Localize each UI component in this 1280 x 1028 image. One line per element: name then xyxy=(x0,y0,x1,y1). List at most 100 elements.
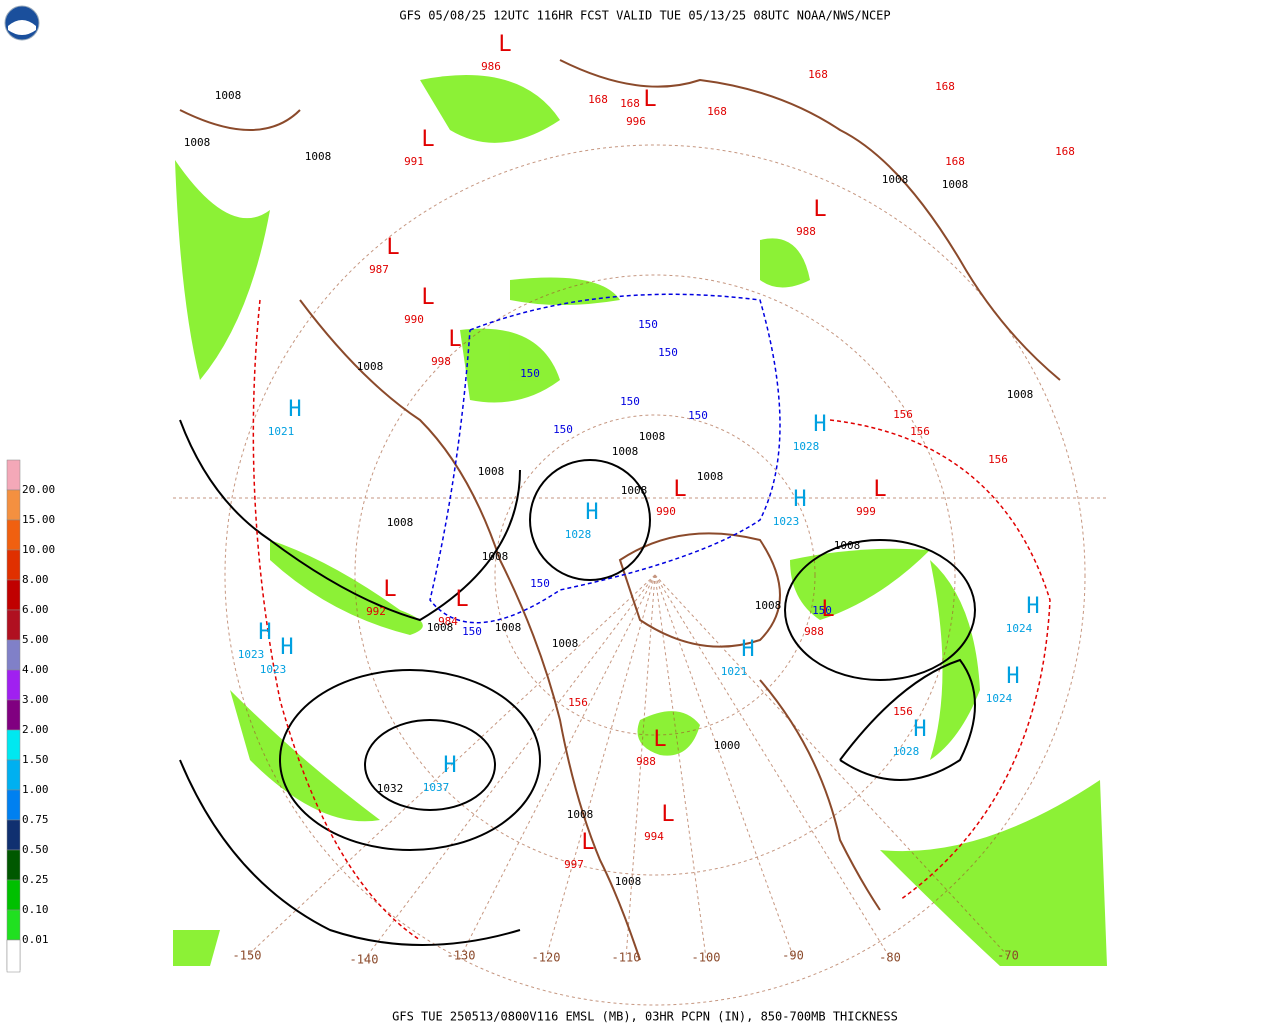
pressure-center-value: 992 xyxy=(366,605,386,618)
isobars xyxy=(179,419,976,946)
legend-swatch xyxy=(6,849,21,881)
isobar-label: 1008 xyxy=(639,430,666,443)
noaa-logo-gull xyxy=(8,20,36,35)
map-area xyxy=(173,33,1107,966)
pressure-center-value: 990 xyxy=(404,313,424,326)
thickness-label: 168 xyxy=(945,155,965,168)
legend-label: 0.01 xyxy=(22,933,49,946)
pressure-center-symbol: H xyxy=(741,637,754,662)
pressure-center-value: 994 xyxy=(644,830,664,843)
pressure-center-value: 1028 xyxy=(793,440,820,453)
longitude-label: -90 xyxy=(782,949,804,963)
thickness-label: 156 xyxy=(988,453,1008,466)
pressure-center-value: 997 xyxy=(564,858,584,871)
pressure-center-symbol: H xyxy=(443,753,456,778)
pressure-center-symbol: H xyxy=(1006,664,1019,689)
isobar-label: 1008 xyxy=(1007,388,1034,401)
pressure-center-value: 1028 xyxy=(893,745,920,758)
isobar-label: 1008 xyxy=(357,360,384,373)
isobar-label: 1008 xyxy=(427,621,454,634)
pressure-center-symbol: L xyxy=(421,127,434,152)
isobar-label: 1008 xyxy=(834,539,861,552)
thickness-label: 168 xyxy=(1055,145,1075,158)
legend-swatch xyxy=(6,819,21,851)
pressure-center-symbol: H xyxy=(585,500,598,525)
pressure-center-symbol: L xyxy=(455,587,468,612)
pressure-center-symbol: H xyxy=(288,397,301,422)
pressure-center-symbol: H xyxy=(793,487,806,512)
thickness-label: 168 xyxy=(808,68,828,81)
legend-label: 10.00 xyxy=(22,543,55,556)
thickness-label: 150 xyxy=(553,423,573,436)
legend-swatch xyxy=(6,909,21,941)
legend-swatch xyxy=(6,939,21,973)
isobar-label: 1008 xyxy=(621,484,648,497)
legend-label: 1.00 xyxy=(22,783,49,796)
pressure-center-symbol: L xyxy=(821,597,834,622)
isobar-label: 1008 xyxy=(567,808,594,821)
thickness-label: 156 xyxy=(910,425,930,438)
pressure-center-symbol: L xyxy=(673,477,686,502)
legend-swatch xyxy=(6,699,21,731)
isobar-label: 1008 xyxy=(942,178,969,191)
legend-swatch xyxy=(6,759,21,791)
title: GFS 05/08/25 12UTC 116HR FCST VALID TUE … xyxy=(399,9,890,23)
pressure-center-value: 1023 xyxy=(773,515,800,528)
thickness-label: 150 xyxy=(812,604,832,617)
precip-areas xyxy=(173,75,1107,966)
legend-label: 20.00 xyxy=(22,483,55,496)
isobar-label: 1008 xyxy=(478,465,505,478)
pressure-center-symbol: L xyxy=(661,802,674,827)
isobar-label: 1008 xyxy=(305,150,332,163)
legend-label: 8.00 xyxy=(22,573,49,586)
pressure-center-value: 987 xyxy=(369,263,389,276)
pressure-center-value: 990 xyxy=(656,505,676,518)
legend-label: 0.25 xyxy=(22,873,49,886)
pressure-center-value: 1028 xyxy=(565,528,592,541)
isobar-label: 1000 xyxy=(714,739,741,752)
pressure-center-value: 991 xyxy=(404,155,424,168)
thickness-label: 150 xyxy=(520,367,540,380)
legend-label: 5.00 xyxy=(22,633,49,646)
legend-label: 15.00 xyxy=(22,513,55,526)
legend-swatch xyxy=(6,639,21,671)
pressure-center-value: 998 xyxy=(431,355,451,368)
pressure-center-value: 996 xyxy=(626,115,646,128)
legend-swatch xyxy=(6,519,21,551)
pressure-center-symbol: L xyxy=(386,235,399,260)
thickness-label: 156 xyxy=(568,696,588,709)
legend-swatch xyxy=(6,579,21,611)
pressure-center-symbol: L xyxy=(421,285,434,310)
pressure-center-symbol: L xyxy=(498,32,511,57)
legend-label: 3.00 xyxy=(22,693,49,706)
legend-label: 4.00 xyxy=(22,663,49,676)
isobar-label: 1008 xyxy=(615,875,642,888)
longitude-label: -100 xyxy=(692,951,721,965)
pressure-center-symbol: H xyxy=(813,412,826,437)
pressure-center-value: 1037 xyxy=(423,781,450,794)
pressure-center-symbol: H xyxy=(1026,594,1039,619)
footer-caption: GFS TUE 250513/0800V116 EMSL (MB), 03HR … xyxy=(392,1010,898,1024)
thickness-label: 168 xyxy=(707,105,727,118)
pressure-center-value: 1024 xyxy=(986,692,1013,705)
isobar-label: 1008 xyxy=(184,136,211,149)
thickness-blue xyxy=(429,293,781,624)
thickness-red xyxy=(252,299,1051,941)
isobar-label: 1008 xyxy=(482,550,509,563)
isobar-label: 1008 xyxy=(495,621,522,634)
thickness-label: 168 xyxy=(588,93,608,106)
isobar-label: 1008 xyxy=(215,89,242,102)
thickness-label: 156 xyxy=(893,408,913,421)
pressure-center-symbol: H xyxy=(258,620,271,645)
longitude-label: -140 xyxy=(350,953,379,967)
legend-swatch xyxy=(6,609,21,641)
isobar-label: 1008 xyxy=(697,470,724,483)
thickness-label: 168 xyxy=(620,97,640,110)
longitude-label: -120 xyxy=(532,951,561,965)
pressure-center-value: 1021 xyxy=(268,425,295,438)
pressure-center-value: 1023 xyxy=(238,648,265,661)
isobar-label: 1008 xyxy=(882,173,909,186)
legend-label: 6.00 xyxy=(22,603,49,616)
thickness-label: 156 xyxy=(893,705,913,718)
pressure-center-value: 1021 xyxy=(721,665,748,678)
